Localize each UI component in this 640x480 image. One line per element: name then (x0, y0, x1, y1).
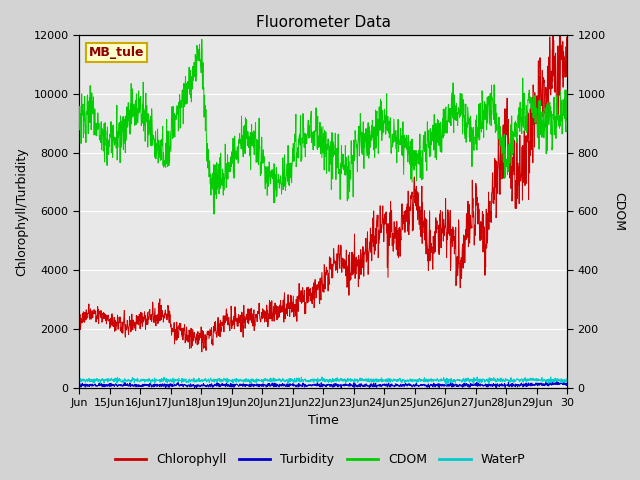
Title: Fluorometer Data: Fluorometer Data (255, 15, 390, 30)
Y-axis label: Chlorophyll/Turbidity: Chlorophyll/Turbidity (15, 147, 28, 276)
X-axis label: Time: Time (308, 414, 339, 427)
Legend: Chlorophyll, Turbidity, CDOM, WaterP: Chlorophyll, Turbidity, CDOM, WaterP (109, 448, 531, 471)
Y-axis label: CDOM: CDOM (612, 192, 625, 231)
Text: MB_tule: MB_tule (89, 46, 145, 59)
